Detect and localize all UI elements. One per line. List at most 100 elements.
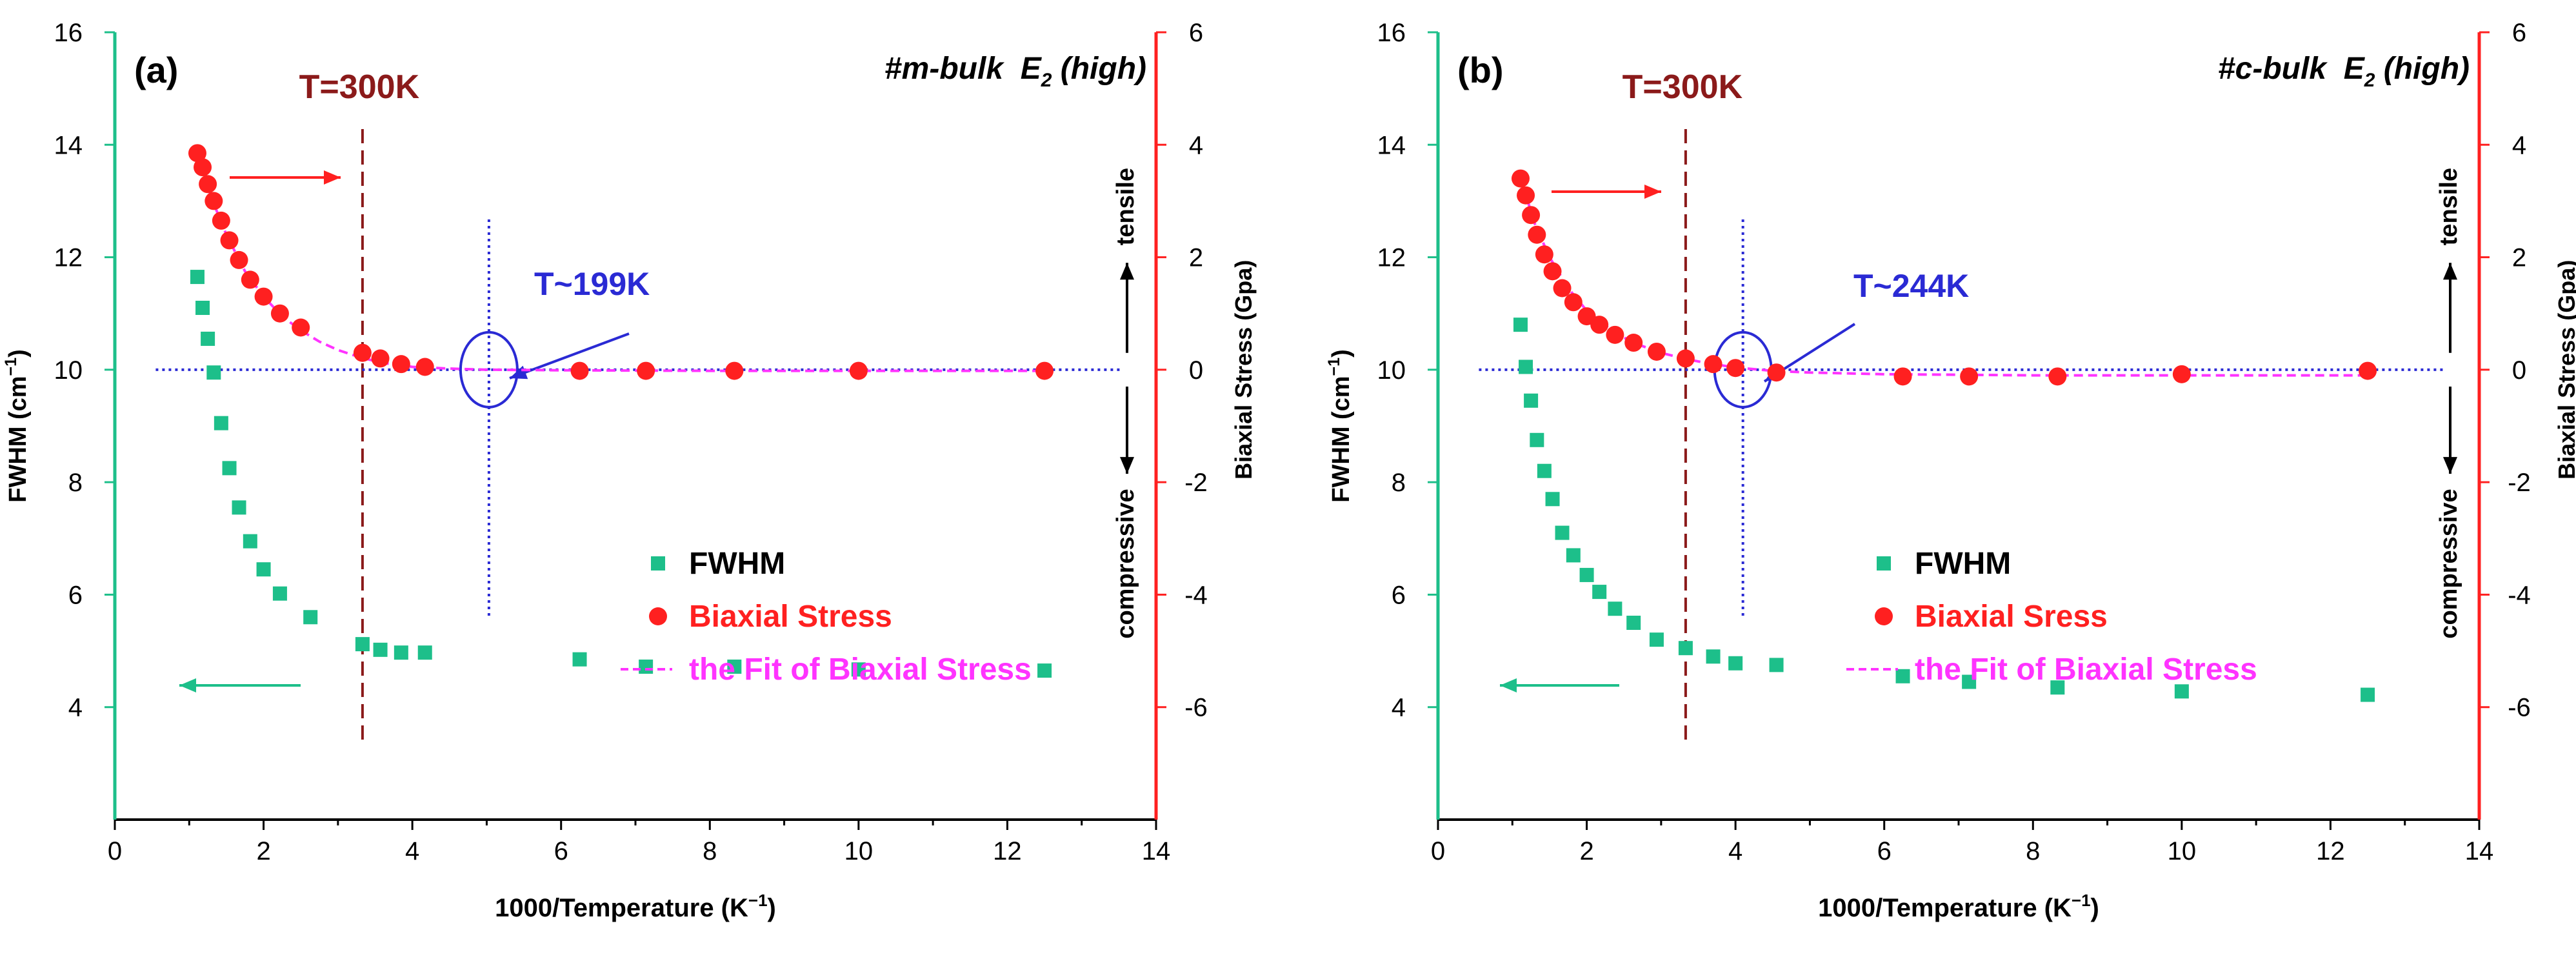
left-y-axis-title-sup: −1 bbox=[1325, 358, 1343, 376]
fwhm-point bbox=[1895, 669, 1910, 683]
left-y-axis-title-text: FWHM (cm bbox=[1328, 376, 1355, 502]
fwhm-point bbox=[1592, 585, 1607, 600]
right-y-tick-label: 6 bbox=[2512, 19, 2526, 47]
stress-point bbox=[1676, 349, 1695, 368]
fwhm-point bbox=[639, 659, 654, 674]
x-tick-label: 10 bbox=[2168, 837, 2197, 865]
right-y-tick-label: -4 bbox=[1184, 581, 1208, 609]
x-tick-label: 2 bbox=[256, 837, 270, 865]
left-y-tick-label: 12 bbox=[54, 244, 83, 272]
stress-point bbox=[1647, 342, 1666, 361]
legend-fit-label: the Fit of Biaxial Stress bbox=[1915, 652, 2257, 687]
fwhm-point bbox=[1728, 656, 1743, 671]
stress-point bbox=[1893, 367, 1912, 386]
stress-point bbox=[1606, 325, 1624, 344]
fwhm-point bbox=[1608, 601, 1622, 616]
legend-fwhm-marker bbox=[1877, 556, 1891, 571]
fwhm-point bbox=[355, 637, 370, 652]
x-tick-label: 4 bbox=[1728, 837, 1742, 865]
legend-stress-marker bbox=[649, 607, 667, 625]
tensile-arrow-head bbox=[2443, 263, 2457, 280]
x-tick-label: 0 bbox=[1431, 837, 1445, 865]
panel-title-sample: #c-bulk bbox=[2218, 52, 2328, 86]
panel-title-suffix: (high) bbox=[2384, 52, 2470, 86]
stress-point bbox=[199, 175, 217, 194]
right-y-tick-label: 6 bbox=[1189, 19, 1203, 47]
fwhm-axis-arrow bbox=[179, 678, 301, 692]
stress-point bbox=[1767, 363, 1786, 382]
fwhm-point bbox=[243, 534, 257, 549]
stress-point bbox=[637, 361, 655, 380]
x-axis-title-end: ) bbox=[2091, 894, 2099, 922]
panel-title: #c-bulk E2 (high) bbox=[2218, 52, 2470, 91]
stress-point bbox=[205, 192, 223, 210]
left-y-tick-label: 16 bbox=[1377, 19, 1406, 47]
fwhm-point bbox=[272, 586, 287, 601]
x-tick-label: 6 bbox=[1877, 837, 1892, 865]
fwhm-point bbox=[1037, 663, 1052, 678]
fwhm-series bbox=[1513, 318, 2375, 702]
compressive-label: compressive bbox=[2435, 489, 2462, 638]
panel-title-space2 bbox=[1052, 52, 1060, 86]
x-axis-title: 1000/Temperature (K−1) bbox=[495, 891, 776, 922]
stress-point bbox=[1726, 359, 1745, 378]
fwhm-point bbox=[201, 331, 215, 346]
stress-point bbox=[230, 250, 248, 269]
fwhm-point bbox=[1579, 567, 1594, 582]
transition-arrow bbox=[509, 332, 630, 379]
left-y-tick-label: 4 bbox=[1392, 694, 1406, 722]
fwhm-point bbox=[303, 610, 318, 625]
stress-point bbox=[2048, 367, 2067, 386]
left-y-tick-label: 6 bbox=[68, 581, 83, 609]
stress-series bbox=[1511, 169, 2377, 386]
compressive-arrow bbox=[2443, 387, 2457, 474]
fwhm-point bbox=[1513, 318, 1528, 332]
t300-label: T=300K bbox=[1622, 68, 1743, 106]
fwhm-point bbox=[417, 645, 432, 660]
transition-circle bbox=[459, 330, 519, 409]
fwhm-point bbox=[2050, 680, 2065, 695]
fwhm-point bbox=[195, 301, 210, 315]
stress-point bbox=[1624, 334, 1643, 352]
stress-point bbox=[1704, 355, 1722, 374]
fwhm-point bbox=[190, 270, 205, 285]
fwhm-point bbox=[1678, 641, 1693, 656]
stress-point bbox=[1522, 206, 1541, 225]
fwhm-axis-arrow-head bbox=[1500, 678, 1517, 692]
stress-point bbox=[1035, 361, 1054, 380]
right-y-tick-label: 0 bbox=[1189, 356, 1203, 385]
x-tick-label: 4 bbox=[405, 837, 419, 865]
transition-label: T~199K bbox=[534, 266, 650, 302]
fwhm-point bbox=[727, 659, 742, 674]
panel-label: (a) bbox=[134, 50, 178, 90]
right-y-tick-label: 4 bbox=[2512, 131, 2526, 159]
legend-stress-label: Biaxial Sress bbox=[1915, 600, 2108, 634]
x-axis-title-text: 1000/Temperature (K bbox=[495, 894, 748, 922]
right-y-tick-label: -6 bbox=[1184, 694, 1208, 722]
fwhm-point bbox=[206, 365, 221, 380]
right-y-axis-title: Biaxial Stress (Gpa) bbox=[2553, 260, 2576, 480]
stress-point bbox=[1553, 279, 1572, 298]
fwhm-point bbox=[214, 416, 228, 430]
panel-title-sample: #m-bulk bbox=[884, 52, 1004, 86]
x-axis-title-sup: −1 bbox=[2072, 891, 2091, 910]
fwhm-point bbox=[1524, 393, 1539, 408]
fwhm-point bbox=[232, 500, 246, 515]
fwhm-point bbox=[1537, 463, 1552, 478]
fwhm-point bbox=[256, 562, 271, 577]
transition-arrow-head bbox=[510, 365, 528, 379]
chart-panel-b: 0 2 4 6 8 10 12 14 4 6 8 10 12 14 16 -6 -4 -2 0 2 4 6 1000/Tem… bbox=[1325, 19, 2576, 922]
stress-point bbox=[188, 144, 206, 163]
panel-title-mode: E bbox=[1021, 52, 1043, 86]
left-y-tick-label: 4 bbox=[68, 694, 83, 722]
tensile-arrow-head bbox=[1120, 263, 1134, 280]
t300-label: T=300K bbox=[299, 68, 420, 106]
stress-point bbox=[1511, 169, 1530, 188]
stress-point bbox=[849, 361, 868, 380]
fwhm-point bbox=[1769, 658, 1784, 672]
left-y-tick-label: 14 bbox=[1377, 131, 1406, 159]
tensile-label: tensile bbox=[2435, 168, 2462, 245]
fwhm-point bbox=[1649, 632, 1664, 647]
left-y-axis-title: FWHM (cm−1) bbox=[1325, 349, 1355, 502]
